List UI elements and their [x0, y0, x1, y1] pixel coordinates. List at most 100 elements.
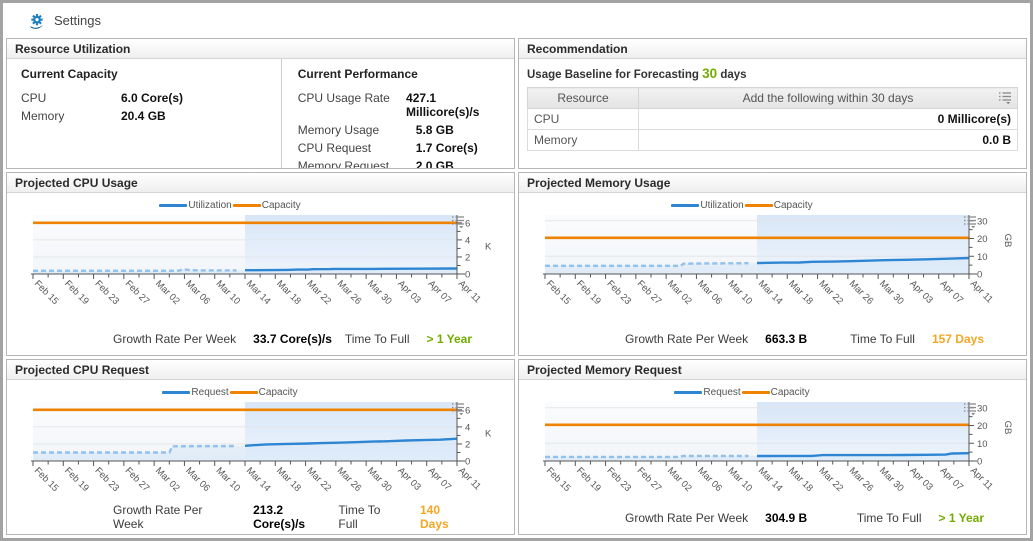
growth-rate-label: Growth Rate Per Week [625, 332, 749, 346]
svg-text:Mar 22: Mar 22 [304, 465, 333, 494]
svg-text:Mar 22: Mar 22 [304, 278, 333, 307]
svg-text:Mar 30: Mar 30 [877, 465, 906, 494]
chart-footer: Growth Rate Per Week 663.3 B Time To Ful… [519, 332, 1026, 355]
resource-utilization-body: Current Capacity CPU 6.0 Core(s) Memory … [7, 59, 514, 168]
value-cell: 0.0 B [638, 129, 1018, 151]
row-label: CPU Request [297, 141, 372, 155]
time-to-full-value: > 1 Year [938, 511, 985, 525]
legend-series2: Capacity [770, 387, 810, 398]
svg-text:Mar 02: Mar 02 [665, 278, 694, 307]
baseline-days-value: 30 [702, 66, 718, 81]
svg-text:Feb 27: Feb 27 [635, 278, 664, 307]
chart-footer: Growth Rate Per Week 304.9 B Time To Ful… [519, 511, 1026, 534]
chart-customizer-icon[interactable] [963, 215, 978, 234]
growth-rate-value: 304.9 B [765, 511, 808, 525]
capacity-swatch [232, 204, 261, 207]
svg-text:Mar 06: Mar 06 [695, 278, 724, 307]
svg-text:Feb 19: Feb 19 [574, 465, 603, 494]
memory-usage-chart[interactable]: Feb 15 Feb 19 Feb 23 Feb 27 Mar 02 Mar 06 Mar … [523, 213, 1027, 316]
svg-text:4: 4 [465, 235, 470, 246]
row-value: 6.0 Core(s) [121, 91, 184, 105]
svg-text:Feb 27: Feb 27 [635, 465, 664, 494]
svg-text:Feb 27: Feb 27 [123, 278, 152, 307]
svg-text:Mar 26: Mar 26 [335, 465, 364, 494]
svg-text:Mar 06: Mar 06 [183, 278, 212, 307]
svg-text:Mar 26: Mar 26 [847, 278, 876, 307]
usage-baseline-text: Usage Baseline for Forecasting 30 days [527, 66, 1018, 81]
svg-text:2: 2 [465, 252, 470, 263]
svg-text:K: K [485, 242, 492, 253]
svg-text:Mar 26: Mar 26 [335, 278, 364, 307]
legend-series2: Capacity [261, 200, 301, 211]
svg-text:Mar 10: Mar 10 [726, 465, 755, 494]
svg-text:Mar 14: Mar 14 [244, 465, 273, 494]
chart-customizer-icon[interactable] [963, 402, 978, 421]
svg-text:6: 6 [465, 405, 470, 416]
row-value: 5.8 GB [415, 123, 454, 137]
chart-legend: Request Capacity [519, 387, 966, 398]
chart-legend: Request Capacity [7, 387, 454, 398]
svg-text:Mar 22: Mar 22 [816, 278, 845, 307]
svg-text:Mar 06: Mar 06 [695, 465, 724, 494]
panel-title: Projected Memory Usage [519, 173, 1026, 193]
time-to-full-label: Time To Full [856, 511, 922, 525]
panel-title: Resource Utilization [7, 39, 514, 59]
time-to-full-value: 157 Days [931, 332, 984, 346]
svg-text:Apr 11: Apr 11 [456, 465, 483, 492]
svg-text:0: 0 [465, 270, 470, 281]
svg-text:K: K [485, 429, 492, 440]
cpu-request-chart[interactable]: Feb 15 Feb 19 Feb 23 Feb 27 Mar 02 Mar 06 Mar … [11, 400, 515, 503]
settings-label: Settings [54, 13, 101, 28]
svg-text:Apr 11: Apr 11 [968, 278, 995, 305]
panel-title: Projected Memory Request [519, 360, 1026, 380]
settings-bar[interactable]: Settings [3, 3, 1030, 38]
current-performance-section: Current Performance CPU Usage Rate 427.1… [280, 59, 514, 168]
time-to-full-value: > 1 Year [426, 332, 473, 346]
panel-projected-cpu-usage: Projected CPU Usage Utilization Capacity… [6, 172, 515, 356]
chart-customizer-icon[interactable] [451, 402, 466, 421]
panel-title: Projected CPU Request [7, 360, 514, 380]
memory-request-chart[interactable]: Feb 15 Feb 19 Feb 23 Feb 27 Mar 02 Mar 06 Mar … [523, 400, 1027, 503]
chart-body: Utilization Capacity Feb 15 Feb 19 Feb 23 F… [7, 193, 514, 355]
utilization-swatch [159, 204, 188, 207]
svg-text:0: 0 [977, 457, 982, 468]
svg-text:10: 10 [977, 252, 988, 263]
svg-text:20: 20 [977, 421, 988, 432]
section-title: Current Capacity [21, 67, 118, 81]
capacity-row-memory: Memory 20.4 GB [21, 109, 271, 123]
svg-text:Feb 23: Feb 23 [604, 465, 633, 494]
panel-grid: Resource Utilization Current Capacity CP… [6, 38, 1027, 535]
svg-text:20: 20 [977, 234, 988, 245]
panel-title: Projected CPU Usage [7, 173, 514, 193]
growth-rate-label: Growth Rate Per Week [113, 503, 203, 531]
growth-rate-value: 663.3 B [765, 332, 808, 346]
svg-text:4: 4 [465, 422, 470, 433]
column-header-add: Add the following within 30 days [638, 87, 1018, 109]
svg-text:Apr 11: Apr 11 [456, 278, 483, 305]
svg-text:Apr 03: Apr 03 [395, 278, 423, 306]
svg-text:30: 30 [977, 403, 988, 414]
svg-text:Feb 19: Feb 19 [62, 278, 91, 307]
time-to-full-label: Time To Full [338, 503, 381, 531]
svg-text:Feb 15: Feb 15 [32, 278, 61, 307]
perf-row: CPU Request 1.7 Core(s) [298, 141, 504, 155]
legend-series1: Utilization [188, 200, 232, 211]
svg-text:GB: GB [1002, 234, 1013, 248]
svg-text:Mar 26: Mar 26 [847, 465, 876, 494]
cpu-usage-chart[interactable]: Feb 15 Feb 19 Feb 23 Feb 27 Mar 02 Mar 06 Mar … [11, 213, 515, 316]
svg-text:Mar 18: Mar 18 [786, 278, 815, 307]
svg-text:Mar 10: Mar 10 [726, 278, 755, 307]
svg-text:Mar 10: Mar 10 [214, 465, 243, 494]
svg-text:2: 2 [465, 439, 470, 450]
svg-text:Feb 23: Feb 23 [604, 278, 633, 307]
table-row: Memory 0.0 B [527, 129, 1018, 151]
svg-text:Mar 22: Mar 22 [816, 465, 845, 494]
row-label: CPU [21, 91, 47, 105]
chart-body: Request Capacity Feb 15 Feb 19 Feb 23 Feb 2… [7, 380, 515, 534]
perf-row: CPU Usage Rate 427.1 Millicore(s)/s [298, 91, 504, 119]
growth-rate-label: Growth Rate Per Week [113, 332, 237, 346]
panel-resource-utilization: Resource Utilization Current Capacity CP… [6, 38, 515, 169]
table-customizer-icon[interactable] [998, 91, 1013, 108]
chart-customizer-icon[interactable] [451, 215, 466, 234]
svg-text:Feb 19: Feb 19 [62, 465, 91, 494]
